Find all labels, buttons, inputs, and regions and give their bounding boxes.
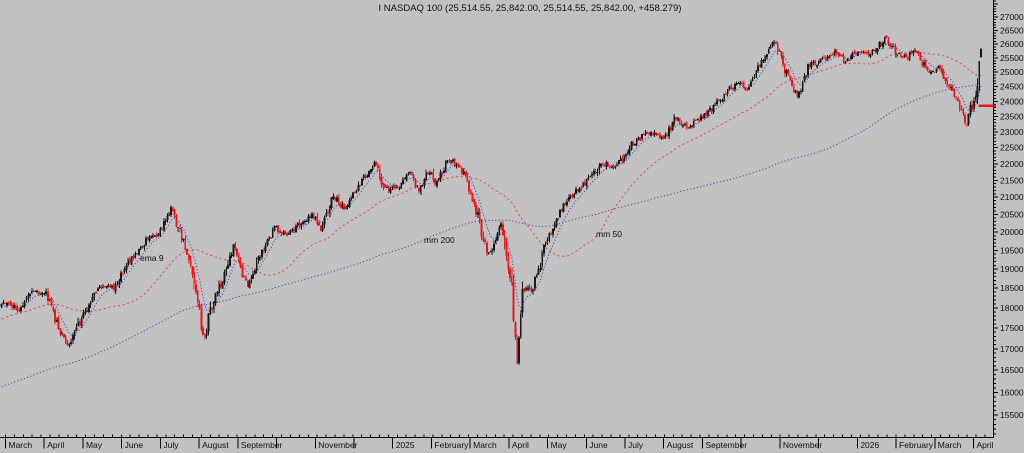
svg-text:March: March	[9, 440, 33, 450]
candles	[0, 34, 983, 365]
y-axis-ticks	[993, 0, 998, 435]
svg-text:20000: 20000	[1000, 227, 1024, 237]
svg-text:20500: 20500	[1000, 210, 1024, 220]
ema9-label: ema 9	[140, 253, 164, 263]
svg-text:March: March	[938, 440, 962, 450]
sma200-line	[1, 83, 982, 388]
y-axis-labels: 15500 16000 16500 17000 17500 18000 18500 19000…	[1000, 12, 1024, 420]
svg-text:26500: 26500	[1000, 25, 1024, 35]
svg-text:March: March	[473, 440, 497, 450]
svg-text:22500: 22500	[1000, 143, 1024, 153]
axes	[0, 0, 994, 438]
chart-title: I NASDAQ 100 (25,514.55, 25,842.00, 25,5…	[379, 3, 682, 14]
svg-text:22000: 22000	[1000, 159, 1024, 169]
sma50-label: mm 50	[596, 229, 622, 239]
svg-text:21000: 21000	[1000, 192, 1024, 202]
svg-text:24500: 24500	[1000, 82, 1024, 92]
axis-price-marker	[978, 104, 996, 108]
svg-text:July: July	[628, 440, 644, 450]
x-axis-labels: March April May June July August September Nove…	[9, 440, 994, 450]
svg-text:February: February	[899, 440, 934, 450]
sma50-line	[1, 51, 982, 320]
svg-text:April: April	[512, 440, 529, 450]
svg-text:May: May	[551, 440, 568, 450]
svg-text:23000: 23000	[1000, 127, 1024, 137]
svg-text:November: November	[318, 440, 357, 450]
svg-text:18500: 18500	[1000, 283, 1024, 293]
svg-text:17500: 17500	[1000, 323, 1024, 333]
svg-text:15500: 15500	[1000, 410, 1024, 420]
svg-text:September: September	[705, 440, 747, 450]
svg-text:17000: 17000	[1000, 344, 1024, 354]
svg-text:19000: 19000	[1000, 264, 1024, 274]
svg-text:18000: 18000	[1000, 303, 1024, 313]
svg-text:May: May	[86, 440, 103, 450]
svg-text:19500: 19500	[1000, 245, 1024, 255]
svg-text:16000: 16000	[1000, 387, 1024, 397]
svg-text:2025: 2025	[396, 440, 415, 450]
sma200-label: mm 200	[424, 235, 455, 245]
svg-text:16500: 16500	[1000, 365, 1024, 375]
svg-text:27000: 27000	[1000, 12, 1024, 22]
svg-text:April: April	[977, 440, 994, 450]
svg-text:September: September	[241, 440, 283, 450]
svg-text:August: August	[667, 440, 694, 450]
svg-text:21500: 21500	[1000, 175, 1024, 185]
svg-text:February: February	[434, 440, 469, 450]
svg-text:25500: 25500	[1000, 53, 1024, 63]
svg-text:23500: 23500	[1000, 112, 1024, 122]
svg-text:November: November	[783, 440, 822, 450]
svg-text:24000: 24000	[1000, 96, 1024, 106]
x-axis-ticks	[5, 434, 986, 449]
svg-text:August: August	[202, 440, 229, 450]
svg-text:2026: 2026	[860, 440, 879, 450]
svg-text:April: April	[47, 440, 64, 450]
svg-text:June: June	[125, 440, 144, 450]
svg-text:25000: 25000	[1000, 67, 1024, 77]
ema9-line	[1, 43, 982, 336]
svg-text:26000: 26000	[1000, 39, 1024, 49]
svg-text:July: July	[163, 440, 179, 450]
svg-text:June: June	[589, 440, 608, 450]
